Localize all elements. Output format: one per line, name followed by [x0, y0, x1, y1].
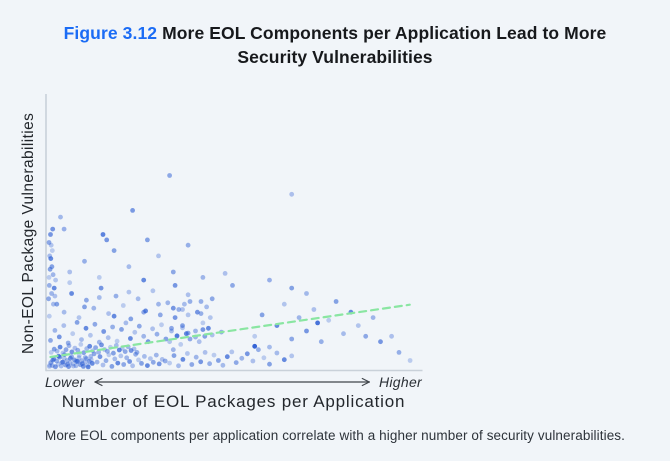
- x-axis-annotation-lower: Lower: [45, 374, 85, 390]
- figure-title: Figure 3.12 More EOL Components per Appl…: [0, 21, 670, 69]
- figure-label: Figure 3.12: [63, 23, 158, 43]
- x-axis-annotation-higher: Higher: [378, 374, 422, 390]
- figure-title-line2: Security Vulnerabilities: [237, 47, 433, 67]
- figure-title-line1: More EOL Components per Application Lead…: [162, 23, 607, 43]
- x-axis-label: Number of EOL Packages per Application: [61, 392, 406, 411]
- y-axis-label: Non-EOL Package Vulnerabilities: [20, 112, 37, 354]
- double-arrow-icon: [92, 376, 372, 388]
- scatter-plot: [45, 94, 423, 372]
- x-axis-annotation-row: Lower Higher: [45, 374, 422, 390]
- figure-caption: More EOL components per application corr…: [44, 428, 626, 443]
